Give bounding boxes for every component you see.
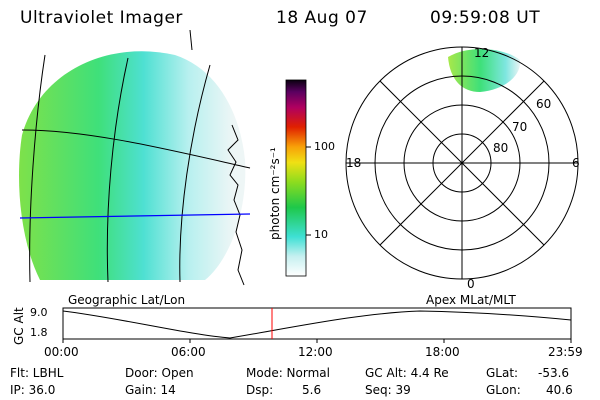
time-label: 09:59:08 UT (430, 8, 541, 28)
highlight-latitude-line (19, 213, 251, 219)
lat-label-70: 70 (512, 120, 528, 134)
info-filter: Flt: LBHL (10, 366, 64, 380)
altitude-ylabel: GC Alt (12, 307, 26, 345)
geographic-image (19, 29, 251, 286)
xtick-0000: 00:00 (44, 345, 79, 359)
mlt-label-6: 6 (572, 156, 580, 170)
altitude-plot (62, 307, 572, 343)
polar-plot (345, 46, 579, 280)
info-dsp-label: Dsp: (246, 383, 274, 397)
mlt-label-12: 12 (474, 46, 490, 60)
mlt-label-18: 18 (346, 156, 362, 170)
info-door: Door: Open (125, 366, 194, 380)
info-gc-altitude: GC Alt: 4.4 Re (365, 366, 449, 380)
xtick-2359: 23:59 (548, 345, 583, 359)
colorbar (285, 79, 311, 277)
xtick-1200: 12:00 (298, 345, 333, 359)
colorbar-tick-100: 100 (314, 140, 335, 153)
colorbar-tick-10: 10 (314, 228, 328, 241)
info-dsp-value: 5.6 (302, 383, 322, 397)
info-ip: IP: 36.0 (10, 383, 56, 397)
lat-label-80: 80 (493, 141, 509, 155)
altitude-curve (62, 310, 572, 339)
instrument-title: Ultraviolet Imager (20, 8, 183, 28)
coastline (227, 124, 245, 286)
info-glat-value: -53.6 (538, 366, 570, 380)
xtick-1800: 18:00 (425, 345, 460, 359)
info-glat-label: GLat: (486, 366, 519, 380)
info-mode: Mode: Normal (246, 366, 330, 380)
geographic-title: Geographic Lat/Lon (68, 293, 186, 307)
apex-title: Apex MLat/MLT (426, 293, 516, 307)
mlt-label-0: 0 (467, 277, 475, 291)
altitude-ytick-max: 9.0 (30, 306, 48, 319)
lat-label-60: 60 (536, 97, 552, 111)
xtick-0600: 06:00 (171, 345, 206, 359)
info-sequence: Seq: 39 (365, 383, 411, 397)
colorbar-units-label: photon cm⁻²s⁻¹ (268, 147, 282, 240)
geographic-grid (21, 29, 251, 283)
info-glon-label: GLon: (486, 383, 521, 397)
altitude-ytick-min: 1.8 (30, 326, 48, 339)
info-glon-value: 40.6 (546, 383, 573, 397)
date-label: 18 Aug 07 (276, 8, 368, 28)
info-gain: Gain: 14 (125, 383, 176, 397)
